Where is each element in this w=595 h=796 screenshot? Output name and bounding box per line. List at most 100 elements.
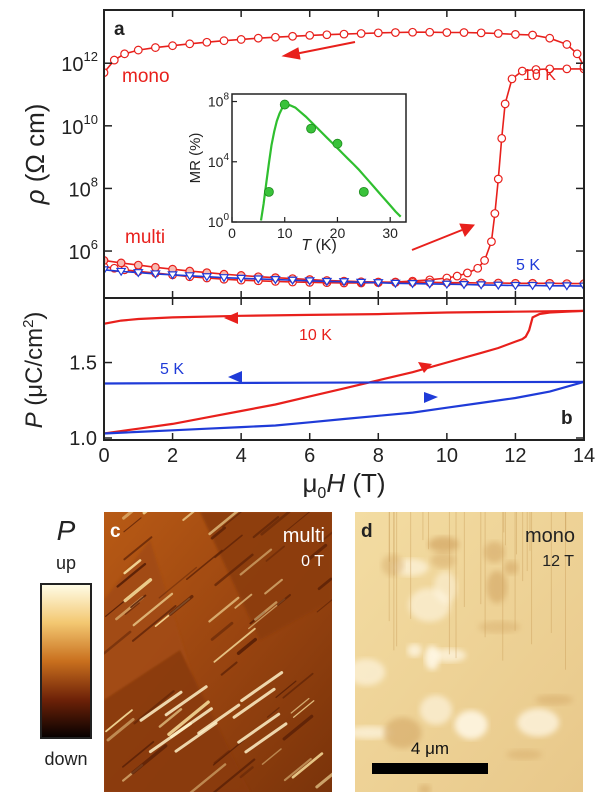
panel-a-label: a <box>114 19 125 40</box>
panel-c-streak <box>317 577 332 591</box>
panel-b-xtick-label: 10 <box>436 445 458 467</box>
panel-a-point <box>510 281 521 291</box>
label-5k-a: 5 K <box>516 257 540 274</box>
inset-ylabel: MR (%) <box>187 133 204 184</box>
panel-a-point <box>476 28 486 38</box>
panel-a-point <box>288 31 297 41</box>
panel-c-streak <box>265 545 285 562</box>
label-10k-b: 10 K <box>299 327 332 344</box>
panel-d-blob <box>454 710 488 740</box>
panel-b-xtick-label: 0 <box>98 445 109 467</box>
panel-a-point <box>151 43 160 52</box>
arrow-10k-down <box>224 312 238 324</box>
colorbar-gradient <box>40 583 92 739</box>
panel-b-frame <box>103 297 585 441</box>
panel-c-streak <box>291 752 324 779</box>
inset-point <box>264 186 274 197</box>
panel-a-point <box>270 275 281 285</box>
panel-b-ytick-label: 1.5 <box>69 353 97 375</box>
label-5k-b: 5 K <box>160 361 184 378</box>
panel-c-streak <box>210 526 227 540</box>
panel-a-point <box>253 33 263 43</box>
panel-a-point <box>271 32 280 42</box>
panel-c-streak <box>333 585 358 606</box>
panel-a-point <box>561 282 573 291</box>
panel-d-blob <box>478 620 521 634</box>
panel-b-xlabel: μ0H (T) <box>302 468 385 502</box>
panel-b-series <box>104 309 584 435</box>
panel-d-blob <box>506 749 543 760</box>
panel-b-label: b <box>561 408 573 429</box>
panel-c-streak <box>214 534 243 559</box>
inset-point <box>332 138 343 149</box>
panel-a-point <box>168 41 177 51</box>
panel-a-point <box>184 272 195 281</box>
panel-c-streak <box>123 559 142 575</box>
panel-d-blob <box>428 536 460 553</box>
panel-c-streak <box>122 512 134 520</box>
panel-a-point <box>511 30 520 39</box>
panel-a-point <box>408 27 417 37</box>
panel-b-xtick-label: 8 <box>373 445 384 467</box>
panel-c-streak <box>214 553 254 587</box>
colorbar-title: P <box>57 515 76 546</box>
panel-c-streak <box>168 594 194 616</box>
panel-a-point <box>339 29 349 39</box>
panel-a-point <box>490 209 500 218</box>
panel-c-streak <box>210 621 234 641</box>
panel-c-streak <box>335 671 357 689</box>
panel-c-streak <box>285 512 311 532</box>
panel-a-point <box>391 28 400 37</box>
panel-a-ylabel: ρ (Ω cm) <box>20 104 50 206</box>
panel-a-point <box>452 271 462 281</box>
panel-c-domain <box>232 687 276 719</box>
panel-c-domain <box>237 712 281 744</box>
panel-a-point <box>167 271 178 280</box>
panel-d-blob <box>535 694 573 705</box>
panel-c-field: 0 T <box>301 553 324 570</box>
panel-c-streak <box>186 549 223 581</box>
panel-b-ylabel: P (μC/cm2) <box>20 312 48 429</box>
panel-c-streak <box>208 512 239 536</box>
inset-xlabel: T (K) <box>301 237 337 254</box>
panel-a-point <box>459 28 469 37</box>
panel-c-streak <box>221 512 242 528</box>
panel-c-streak <box>275 680 297 698</box>
panel-a-point <box>500 99 510 109</box>
inset-ytick-label: 100 <box>208 212 230 230</box>
panel-c-streak <box>282 672 314 699</box>
panel-a-series <box>104 27 584 292</box>
panel-a-point <box>120 49 129 59</box>
panel-c-streak <box>208 596 240 623</box>
panel-d-blob <box>483 541 506 563</box>
panel-a-point <box>424 280 435 289</box>
panel-a-point <box>109 55 119 65</box>
panel-a-point <box>493 281 504 291</box>
panel-a-point <box>219 36 229 46</box>
inset-frame <box>231 93 407 223</box>
panel-d-blob <box>486 570 508 604</box>
panel-c-texture <box>104 512 358 792</box>
panel-a-point <box>441 280 453 290</box>
panel-c-streak <box>213 758 256 792</box>
panel-a-point <box>390 279 401 289</box>
panel-c-streak <box>122 741 155 768</box>
panel-c-streak <box>124 602 140 615</box>
panel-d-blob <box>355 726 394 740</box>
panel-b-xtick-label: 12 <box>504 445 526 467</box>
panel-c-streak <box>234 593 253 609</box>
panel-c-streak <box>133 690 175 725</box>
panel-a-point <box>104 266 110 275</box>
panel-c-streak <box>283 757 312 782</box>
panel-a-point <box>235 274 247 284</box>
panel-b-ytick-label: 1.0 <box>69 428 97 450</box>
inset-point <box>279 99 290 110</box>
panel-d-blob <box>407 643 422 657</box>
panel-d-blob <box>381 554 404 577</box>
panel-b-line-1 <box>104 309 584 325</box>
panel-c-streak <box>254 601 278 621</box>
panel-a-point <box>572 49 582 59</box>
panel-c-domain <box>197 703 241 735</box>
panel-c-image: c multi 0 T <box>104 512 358 792</box>
